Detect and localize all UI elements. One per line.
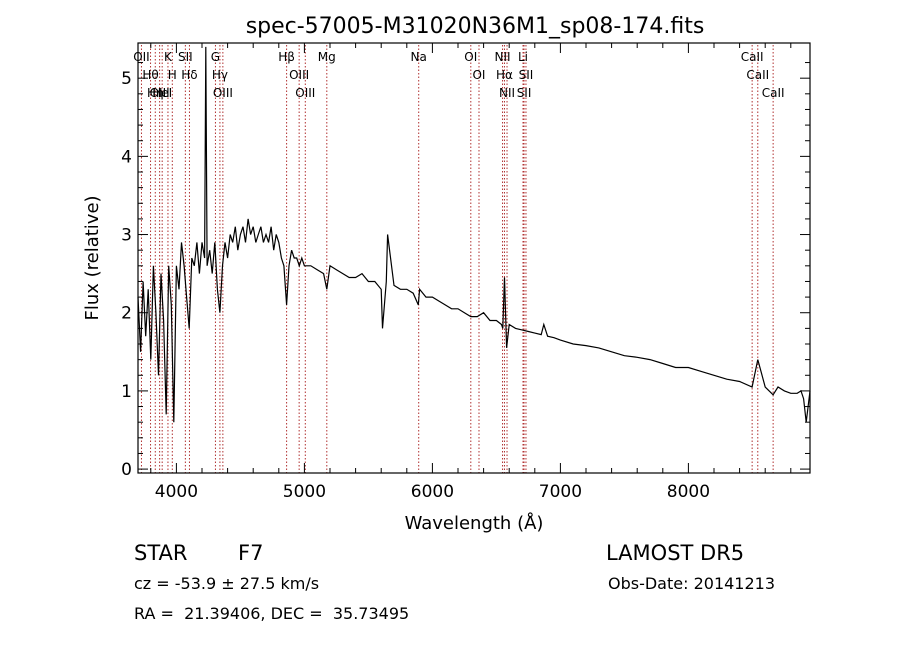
line-marker-label: OIII: [295, 86, 315, 100]
x-axis-ticks: 4000 5000 6000 7000 8000: [150, 43, 792, 502]
line-marker-label: OIII: [150, 86, 170, 100]
y-axis-label: Flux (relative): [82, 195, 103, 320]
line-marker-label: H: [168, 68, 177, 82]
line-marker-label: OI: [472, 68, 485, 82]
y-tick-label: 5: [121, 69, 132, 89]
sky-coordinates: RA = 21.39406, DEC = 35.73495: [134, 604, 410, 623]
line-marker-label: Hγ: [212, 68, 228, 82]
line-marker-label: NII: [499, 86, 515, 100]
y-axis-ticks: 0 1 2 3 4 5: [121, 62, 810, 480]
x-tick-label: 5000: [283, 482, 326, 502]
x-axis-label: Wavelength (Å): [405, 512, 544, 534]
line-marker-label: SII: [178, 50, 193, 64]
line-marker-label: OII: [133, 50, 150, 64]
line-marker-label: SII: [517, 86, 532, 100]
x-tick-label: 7000: [539, 482, 582, 502]
y-tick-label: 2: [121, 304, 132, 324]
line-marker-label: G: [211, 50, 220, 64]
object-class: STAR: [134, 541, 188, 565]
line-marker-label: Hη: [147, 86, 164, 100]
x-tick-label: 4000: [155, 482, 198, 502]
line-marker-label: OIII: [213, 86, 233, 100]
y-tick-label: 4: [121, 147, 132, 167]
chart-title: spec-57005-M31020N36M1_sp08-174.fits: [246, 14, 705, 39]
plot-frame: [137, 42, 811, 474]
survey-name: LAMOST DR5: [606, 541, 745, 565]
line-marker-labels: OIIHθHηOIIIHeIKHSIIHδGHγOIIIHβOIIIOIIIMg…: [133, 50, 784, 100]
line-marker-label: Na: [411, 50, 427, 64]
line-marker-label: NII: [495, 50, 511, 64]
object-subclass: F7: [238, 541, 264, 565]
line-marker-label: K: [164, 50, 173, 64]
line-marker-label: Hα: [496, 68, 513, 82]
spectrum-line: [137, 46, 811, 423]
line-marker-label: SII: [519, 68, 534, 82]
line-marker-label: Li: [518, 50, 528, 64]
line-markers: [140, 45, 774, 473]
x-tick-label: 8000: [667, 482, 710, 502]
line-marker-label: Hδ: [181, 68, 197, 82]
line-marker-label: HeI: [152, 86, 172, 100]
observation-date: Obs-Date: 20141213: [608, 574, 776, 593]
y-tick-label: 0: [121, 460, 132, 480]
line-marker-label: OIII: [289, 68, 309, 82]
line-marker-label: Hθ: [142, 68, 158, 82]
y-tick-label: 3: [121, 226, 132, 246]
line-marker-label: CaII: [762, 86, 785, 100]
y-tick-label: 1: [121, 382, 132, 402]
line-marker-label: Hβ: [278, 50, 295, 64]
x-tick-label: 6000: [411, 482, 454, 502]
line-marker-label: CaII: [746, 68, 769, 82]
redshift-velocity: cz = -53.9 ± 27.5 km/s: [134, 574, 320, 593]
line-marker-label: Mg: [318, 50, 336, 64]
line-marker-label: CaII: [741, 50, 764, 64]
line-marker-label: OI: [464, 50, 477, 64]
